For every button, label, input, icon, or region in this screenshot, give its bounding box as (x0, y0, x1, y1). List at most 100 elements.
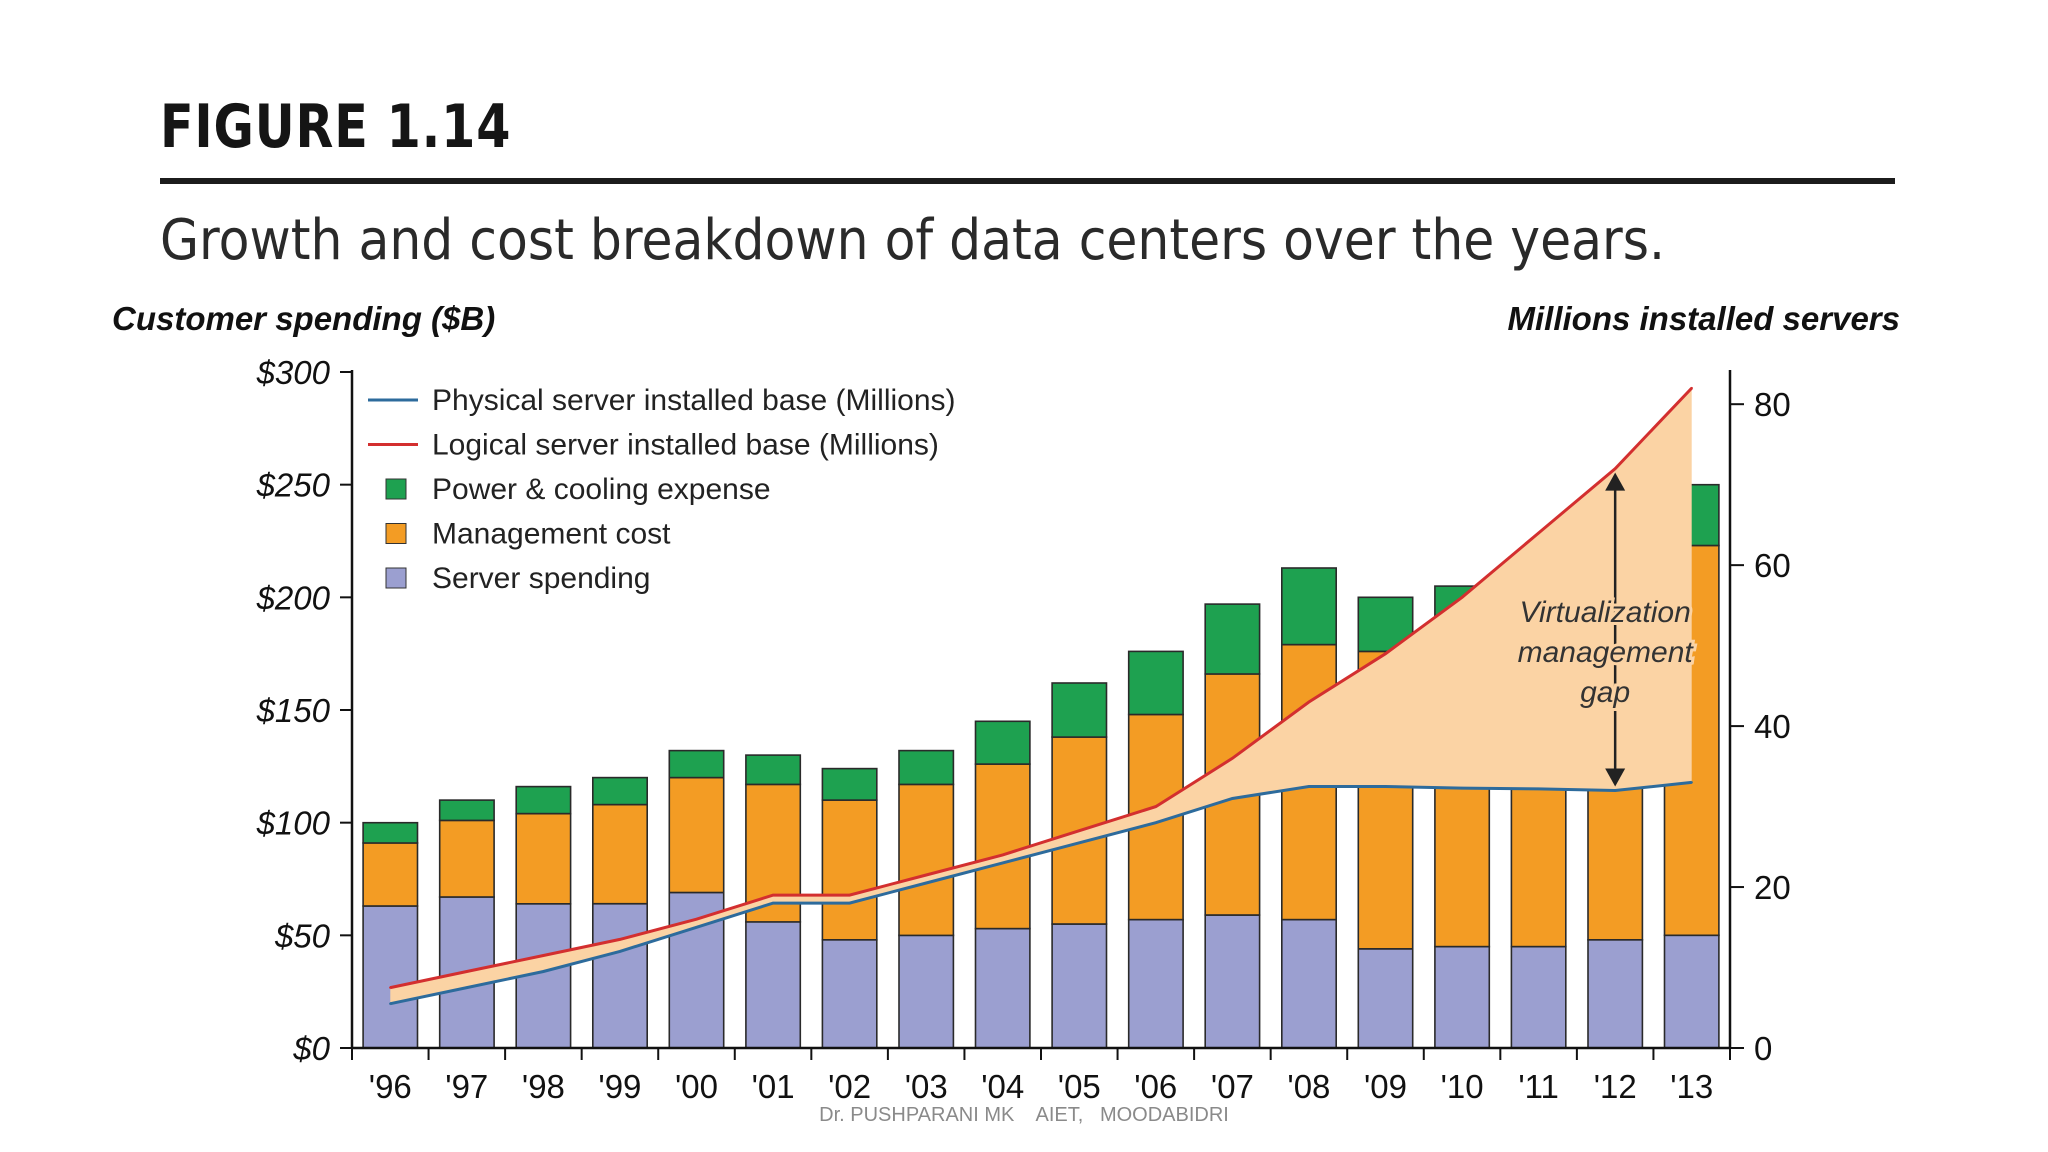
legend-swatch-management-cost (385, 523, 407, 544)
point-logical-server-installed-base-millions-6 (848, 893, 851, 897)
left-tick-label-5: $250 (256, 467, 331, 504)
point-logical-server-installed-base-millions-9 (1078, 829, 1081, 832)
virtualization-gap-area (390, 388, 1692, 1004)
bar-power-cooling-expense-4 (668, 749, 725, 779)
bar-server-spending-16 (1587, 938, 1644, 1049)
legend-swatch-server-spending (385, 567, 407, 589)
right-tick-label-0: 0 (1754, 1030, 1772, 1067)
figure-label: FIGURE 1.14 (160, 92, 512, 162)
point-logical-server-installed-base-millions-10 (1154, 805, 1158, 808)
bar-server-spending-0 (362, 905, 419, 1049)
bar-server-spending-8 (974, 927, 1031, 1049)
left-tick-label-3: $150 (256, 692, 331, 729)
gap-arrow-up-icon (1605, 472, 1626, 491)
point-physical-server-installed-base-millions-13 (1384, 785, 1387, 788)
right-axis-title: Millions installed servers (1508, 300, 1901, 337)
x-tick-label-8: '04 (981, 1068, 1024, 1105)
legend-label-power-cooling-expense: Power & cooling expense (432, 473, 771, 506)
x-tick-label-14: '10 (1441, 1068, 1484, 1105)
bar-power-cooling-expense-6 (821, 767, 878, 801)
bar-power-cooling-expense-10 (1127, 650, 1184, 716)
x-tick-label-16: '12 (1594, 1068, 1637, 1105)
x-tick-label-3: '99 (598, 1068, 641, 1105)
bar-server-spending-13 (1357, 948, 1414, 1049)
point-physical-server-installed-base-millions-6 (848, 901, 851, 905)
bar-power-cooling-expense-7 (898, 749, 955, 786)
bar-management-cost-4 (668, 776, 725, 894)
right-tick-label-3: 60 (1754, 547, 1791, 584)
bar-management-cost-7 (898, 783, 955, 937)
bar-server-spending-15 (1510, 945, 1567, 1049)
title-divider (160, 178, 1895, 184)
point-physical-server-installed-base-millions-8 (1001, 861, 1004, 865)
line-logical-server-installed-base-millions (389, 387, 1693, 990)
bar-power-cooling-expense-12 (1281, 567, 1338, 646)
point-physical-server-installed-base-millions-14 (1460, 786, 1464, 790)
x-tick-label-17: '13 (1670, 1068, 1713, 1105)
point-logical-server-installed-base-millions-5 (771, 893, 775, 897)
annotation-line-2: gap (1580, 676, 1630, 709)
point-physical-server-installed-base-millions-10 (1154, 821, 1158, 824)
point-logical-server-installed-base-millions-3 (618, 938, 622, 941)
x-tick-label-15: '11 (1518, 1068, 1559, 1105)
point-physical-server-installed-base-millions-12 (1307, 785, 1311, 788)
x-tick-label-13: '09 (1364, 1068, 1407, 1105)
legend-swatch-power-cooling-expense (385, 478, 407, 500)
point-logical-server-installed-base-millions-11 (1231, 757, 1234, 760)
bar-power-cooling-expense-11 (1204, 603, 1261, 675)
point-physical-server-installed-base-millions-3 (618, 950, 622, 953)
bar-server-spending-11 (1204, 914, 1261, 1049)
x-tick-label-6: '02 (828, 1068, 871, 1105)
figure-caption: Growth and cost breakdown of data center… (160, 208, 1666, 273)
point-physical-server-installed-base-millions-0 (389, 1002, 392, 1005)
bar-management-cost-0 (362, 842, 419, 907)
point-physical-server-installed-base-millions-16 (1614, 789, 1617, 792)
x-tick-label-11: '07 (1211, 1068, 1254, 1105)
point-logical-server-installed-base-millions-1 (465, 970, 468, 973)
bar-power-cooling-expense-0 (362, 821, 419, 844)
point-logical-server-installed-base-millions-13 (1384, 652, 1387, 655)
bar-management-cost-2 (515, 812, 572, 905)
bar-server-spending-9 (1051, 923, 1108, 1049)
right-tick-label-2: 40 (1754, 708, 1791, 745)
bar-server-spending-12 (1281, 918, 1338, 1049)
bar-power-cooling-expense-2 (515, 785, 572, 815)
annotation-line-0: Virtualization (1520, 596, 1691, 629)
point-logical-server-installed-base-millions-7 (925, 873, 928, 877)
legend-label-management-cost: Management cost (432, 518, 671, 551)
point-physical-server-installed-base-millions-4 (695, 926, 698, 929)
line-physical-server-installed-base-millions (389, 780, 1692, 1006)
point-physical-server-installed-base-millions-15 (1537, 787, 1540, 791)
point-physical-server-installed-base-millions-9 (1078, 841, 1081, 844)
annotation-line-1: management (1518, 636, 1695, 669)
bar-power-cooling-expense-1 (438, 799, 495, 822)
bar-power-cooling-expense-5 (745, 754, 802, 786)
point-physical-server-installed-base-millions-7 (925, 881, 928, 885)
x-tick-label-12: '08 (1287, 1068, 1330, 1105)
point-logical-server-installed-base-millions-4 (695, 918, 698, 921)
point-logical-server-installed-base-millions-12 (1307, 700, 1311, 704)
bar-server-spending-5 (745, 920, 802, 1049)
point-physical-server-installed-base-millions-5 (771, 901, 775, 905)
bar-server-spending-14 (1434, 945, 1491, 1049)
legend-label-server-spending: Server spending (432, 562, 650, 595)
right-tick-label-1: 20 (1754, 869, 1791, 906)
left-tick-label-1: $50 (274, 917, 331, 954)
point-physical-server-installed-base-millions-17 (1690, 781, 1693, 784)
x-tick-label-10: '06 (1134, 1068, 1177, 1105)
point-logical-server-installed-base-millions-15 (1537, 531, 1540, 535)
bar-management-cost-1 (438, 819, 495, 898)
bar-power-cooling-expense-3 (591, 776, 648, 806)
left-tick-label-6: $300 (256, 354, 331, 391)
bar-management-cost-3 (591, 803, 648, 905)
x-tick-label-2: '98 (522, 1068, 565, 1105)
left-tick-label-0: $0 (292, 1030, 330, 1067)
point-logical-server-installed-base-millions-0 (389, 986, 392, 989)
point-physical-server-installed-base-millions-1 (465, 986, 468, 989)
bar-server-spending-10 (1127, 918, 1184, 1049)
left-axis-title: Customer spending ($B) (112, 300, 495, 337)
x-tick-label-5: '01 (752, 1068, 795, 1105)
point-logical-server-installed-base-millions-17 (1690, 386, 1693, 390)
gap-arrow-down-icon (1605, 768, 1626, 787)
